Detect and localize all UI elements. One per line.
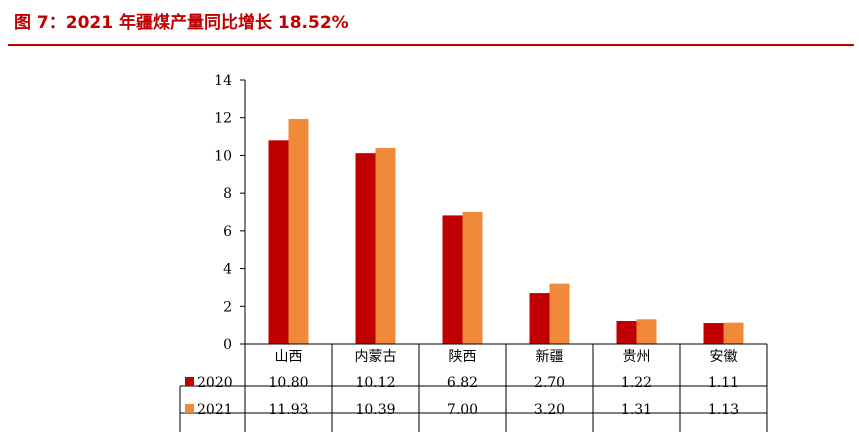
data-cell: 3.20	[534, 402, 565, 418]
bar-2021	[462, 212, 483, 344]
y-tick-label: 14	[214, 73, 232, 89]
y-tick-label: 4	[223, 262, 232, 278]
legend-label: 2020	[197, 375, 233, 391]
y-tick-label: 12	[214, 111, 232, 127]
data-cell: 10.12	[355, 375, 395, 391]
bar-2020	[442, 215, 463, 344]
bar-2020	[268, 140, 289, 344]
legend-swatch-2020	[185, 377, 194, 386]
y-tick-label: 2	[223, 299, 232, 315]
category-label: 陕西	[449, 349, 477, 365]
data-cell: 11.93	[268, 402, 308, 418]
bar-2020	[355, 153, 376, 344]
legend-label: 2021	[197, 402, 233, 418]
y-tick-label: 6	[223, 224, 232, 240]
y-tick-label: 10	[214, 148, 232, 164]
data-cell: 1.31	[621, 402, 652, 418]
legend-swatch-2021	[185, 404, 194, 413]
category-label: 安徽	[710, 349, 738, 365]
bar-2021	[723, 322, 744, 344]
title-rule	[8, 44, 854, 46]
data-cell: 10.80	[268, 375, 308, 391]
data-cell: 1.13	[708, 402, 739, 418]
category-label: 内蒙古	[355, 349, 397, 365]
category-label: 山西	[275, 349, 303, 365]
category-label: 贵州	[623, 349, 651, 365]
category-label: 新疆	[536, 349, 564, 365]
bar-2021	[636, 319, 657, 344]
bar-2020	[616, 320, 637, 344]
bar-2021	[288, 119, 309, 344]
bar-2020	[529, 293, 550, 344]
data-cell: 1.11	[708, 375, 739, 391]
data-cell: 7.00	[447, 402, 478, 418]
data-cell: 2.70	[534, 375, 565, 391]
y-tick-label: 0	[223, 337, 232, 353]
bar-2020	[703, 323, 724, 344]
bar-2021	[375, 148, 396, 344]
y-tick-label: 8	[223, 186, 232, 202]
data-cell: 10.39	[355, 402, 395, 418]
data-cell: 6.82	[447, 375, 478, 391]
chart-title: 图 7：2021 年疆煤产量同比增长 18.52%	[14, 13, 349, 33]
bar-2021	[549, 283, 570, 344]
data-cell: 1.22	[621, 375, 652, 391]
